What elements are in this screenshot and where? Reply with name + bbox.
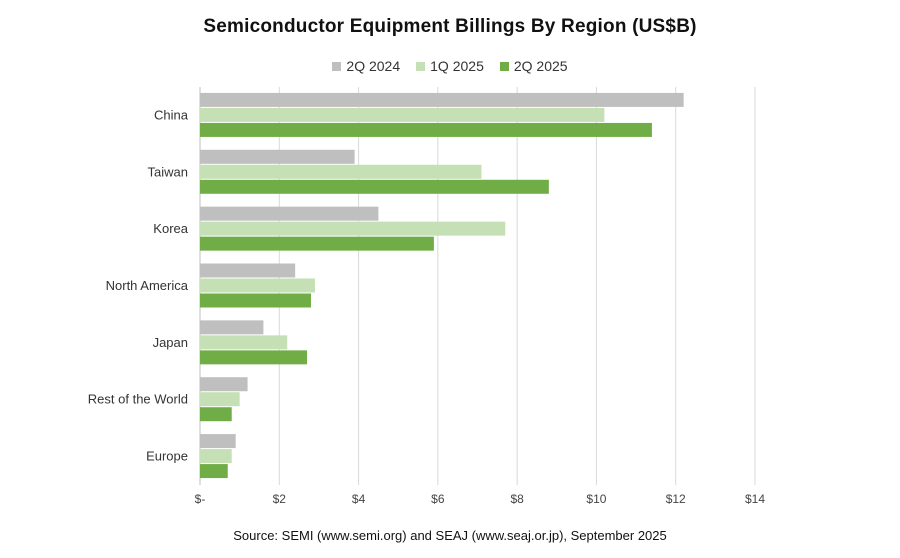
bar [200,278,315,293]
chart-legend: 2Q 2024 1Q 2025 2Q 2025 [0,58,900,74]
legend-label-2q2025: 2Q 2025 [513,58,568,74]
bar [200,449,232,464]
bar [200,434,236,449]
legend-swatch-1q2025 [416,61,426,71]
legend-label-1q2025: 1Q 2025 [430,58,484,74]
legend-swatch-2q2025 [499,61,509,71]
bar [200,377,248,392]
x-tick-label: $12 [666,492,686,506]
bar [200,179,549,194]
x-tick-label: $10 [586,492,606,506]
bar [200,335,288,350]
legend-swatch-2q2024 [332,61,342,71]
x-tick-label: $4 [352,492,366,506]
legend-label-2q2024: 2Q 2024 [346,58,401,74]
chart-title: Semiconductor Equipment Billings By Regi… [203,16,697,37]
x-tick-label: $- [195,492,206,506]
category-label: North America [106,278,189,293]
bar [200,263,296,278]
legend-item-1q2025: 1Q 2025 [416,58,484,74]
bar [200,293,311,308]
legend-item-2q2024: 2Q 2024 [332,58,400,74]
bar [200,92,684,107]
bar [200,107,605,122]
x-tick-label: $6 [431,492,445,506]
category-label: Rest of the World [88,392,188,407]
x-tick-label: $8 [510,492,524,506]
bar [200,350,308,365]
bar [200,221,506,236]
bar [200,464,228,479]
category-label: Europe [146,449,188,464]
legend-item-2q2025: 2Q 2025 [499,58,568,74]
category-label: Taiwan [148,164,188,179]
category-label: Japan [153,335,188,350]
bar [200,320,264,335]
source-note: Source: SEMI (www.semi.org) and SEAJ (ww… [233,528,667,543]
category-label: China [154,107,189,122]
bar [200,206,379,221]
bar [200,236,434,251]
bar [200,407,232,422]
bar [200,164,482,179]
category-label: Korea [153,221,188,236]
x-tick-label: $2 [273,492,287,506]
bar [200,122,652,137]
x-tick-label: $14 [745,492,765,506]
bar [200,392,240,407]
bar [200,149,355,164]
